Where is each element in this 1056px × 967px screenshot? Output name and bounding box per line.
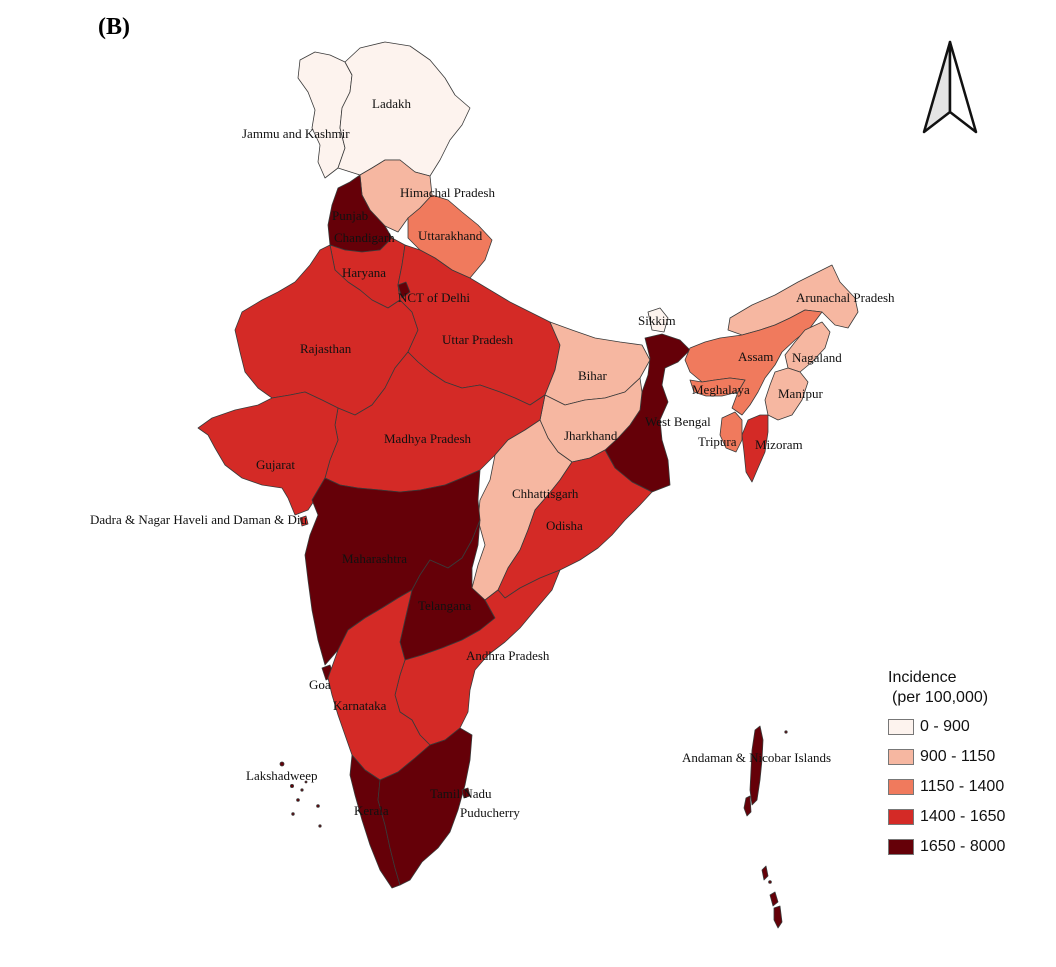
label-haryana: Haryana xyxy=(342,265,386,280)
region-dnh-dd[interactable] xyxy=(299,515,309,527)
region-delhi[interactable] xyxy=(397,281,411,299)
label-jharkhand: Jharkhand xyxy=(564,428,618,443)
label-goa: Goa xyxy=(309,677,331,692)
region-lakshadweep[interactable] xyxy=(279,761,322,828)
label-west-bengal: West Bengal xyxy=(645,414,711,429)
label-karnataka: Karnataka xyxy=(333,698,387,713)
region-nagaland[interactable] xyxy=(784,321,831,373)
label-maharashtra: Maharashtra xyxy=(342,551,407,566)
legend-rows: 0 - 900 900 - 1150 1150 - 1400 1400 - 1650 1… xyxy=(888,712,1038,862)
region-meghalaya[interactable] xyxy=(689,377,746,397)
region-mizoram[interactable] xyxy=(741,414,769,483)
label-manipur: Manipur xyxy=(778,386,823,401)
legend-item: 900 - 1150 xyxy=(888,742,1038,772)
north-arrow-icon xyxy=(922,40,978,134)
label-punjab: Punjab xyxy=(332,208,368,223)
region-puducherry[interactable] xyxy=(461,787,471,799)
legend-swatch xyxy=(888,779,914,795)
legend-item: 1650 - 8000 xyxy=(888,832,1038,862)
label-nagaland: Nagaland xyxy=(792,350,842,365)
label-chandigarh: Chandigarh xyxy=(334,230,395,245)
legend-swatch xyxy=(888,749,914,765)
label-uttar-pradesh: Uttar Pradesh xyxy=(442,332,514,347)
region-sikkim[interactable] xyxy=(647,307,669,333)
panel-label: (B) xyxy=(98,14,130,40)
legend-label: 1150 - 1400 xyxy=(920,778,1005,795)
legend-label: 1400 - 1650 xyxy=(920,808,1006,825)
label-rajasthan: Rajasthan xyxy=(300,341,352,356)
label-andaman-nicobar: Andaman & Nicobar Islands xyxy=(682,750,831,765)
label-arunachal-pradesh: Arunachal Pradesh xyxy=(796,290,895,305)
legend-title: Incidence xyxy=(888,669,957,686)
label-lakshadweep: Lakshadweep xyxy=(246,768,317,783)
label-kerala: Kerala xyxy=(354,803,389,818)
legend-item: 1150 - 1400 xyxy=(888,772,1038,802)
region-manipur[interactable] xyxy=(764,367,809,421)
region-tamil-nadu[interactable] xyxy=(377,727,473,886)
label-andhra-pradesh: Andhra Pradesh xyxy=(466,648,550,663)
label-mizoram: Mizoram xyxy=(755,437,803,452)
label-telangana: Telangana xyxy=(418,598,471,613)
label-tamil-nadu: Tamil Nadu xyxy=(430,786,492,801)
label-dnh-dd: Dadra & Nagar Haveli and Daman & Diu xyxy=(90,512,307,527)
label-delhi: NCT of Delhi xyxy=(398,290,470,305)
legend-label: 900 - 1150 xyxy=(920,748,996,765)
region-andaman-nicobar[interactable] xyxy=(743,725,788,929)
legend-item: 0 - 900 xyxy=(888,712,1038,742)
label-puducherry: Puducherry xyxy=(460,805,520,820)
label-bihar: Bihar xyxy=(578,368,608,383)
label-uttarakhand: Uttarakhand xyxy=(418,228,483,243)
label-odisha: Odisha xyxy=(546,518,583,533)
legend-swatch xyxy=(888,809,914,825)
label-gujarat: Gujarat xyxy=(256,457,295,472)
region-tripura[interactable] xyxy=(719,411,743,453)
label-assam: Assam xyxy=(738,349,773,364)
label-sikkim: Sikkim xyxy=(638,313,676,328)
region-karnataka[interactable] xyxy=(327,589,431,781)
legend-item: 1400 - 1650 xyxy=(888,802,1038,832)
legend-subtitle: (per 100,000) xyxy=(892,689,989,706)
label-jammu-kashmir: Jammu and Kashmir xyxy=(242,126,350,141)
legend-swatch xyxy=(888,839,914,855)
legend-swatch xyxy=(888,719,914,735)
label-tripura: Tripura xyxy=(698,434,737,449)
label-ladakh: Ladakh xyxy=(372,96,411,111)
legend: Incidence (per 100,000) 0 - 900 900 - 115… xyxy=(888,668,1038,862)
label-madhya-pradesh: Madhya Pradesh xyxy=(384,431,472,446)
legend-label: 0 - 900 xyxy=(920,718,970,735)
label-chhattisgarh: Chhattisgarh xyxy=(512,486,579,501)
legend-label: 1650 - 8000 xyxy=(920,838,1006,855)
label-himachal-pradesh: Himachal Pradesh xyxy=(400,185,495,200)
label-meghalaya: Meghalaya xyxy=(692,382,750,397)
